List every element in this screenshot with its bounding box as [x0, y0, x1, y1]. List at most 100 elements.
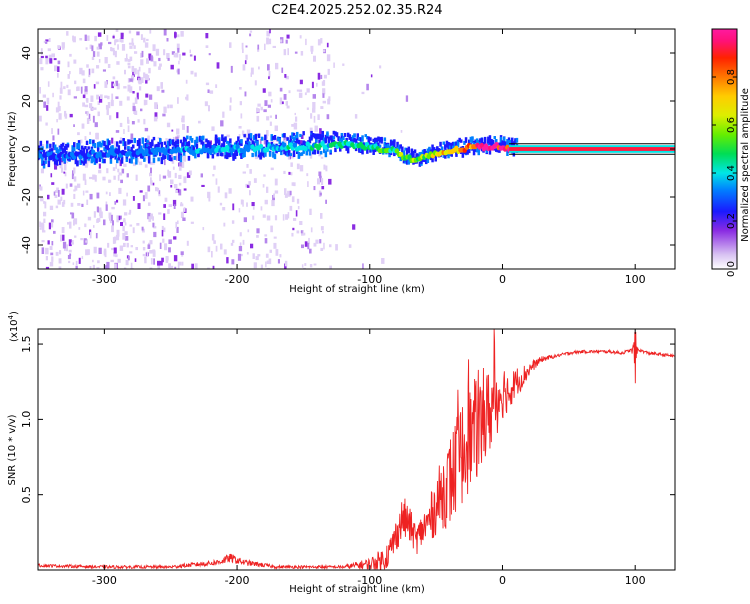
noise-speckle	[148, 202, 151, 206]
signal-band-cell	[488, 139, 492, 145]
noise-speckle	[267, 64, 270, 71]
noise-speckle	[158, 194, 161, 197]
noise-speckle	[119, 159, 122, 167]
noise-speckle	[163, 106, 167, 113]
signal-band-cell	[57, 149, 60, 155]
noise-speckle	[283, 94, 287, 100]
signal-band-cell	[265, 140, 269, 147]
noise-speckle	[167, 169, 170, 176]
signal-band-cell	[211, 153, 215, 159]
noise-speckle	[57, 190, 60, 197]
noise-speckle	[296, 198, 300, 204]
signal-band-cell	[468, 149, 471, 154]
noise-speckle	[158, 66, 161, 70]
noise-speckle	[97, 218, 100, 222]
y-tick-label: -40	[20, 236, 33, 254]
noise-speckle	[55, 205, 59, 209]
noise-speckle	[254, 80, 257, 86]
signal-band-cell	[286, 152, 289, 157]
noise-speckle	[171, 51, 175, 55]
noise-speckle	[320, 247, 324, 251]
signal-band-cell	[167, 153, 170, 160]
signal-band-cell	[206, 140, 210, 147]
signal-band-cell	[61, 148, 65, 154]
signal-band-cell	[367, 140, 371, 145]
noise-speckle	[149, 172, 152, 177]
noise-speckle	[92, 264, 95, 269]
noise-speckle	[322, 49, 326, 53]
noise-speckle	[405, 95, 409, 102]
snr-plot-area	[38, 329, 675, 570]
noise-speckle	[133, 68, 137, 75]
noise-speckle	[129, 45, 133, 49]
signal-band-cell	[84, 146, 87, 150]
noise-speckle	[300, 230, 303, 234]
x-tick-label: -200	[225, 273, 250, 286]
noise-speckle	[141, 50, 144, 57]
noise-speckle	[242, 171, 246, 174]
noise-speckle	[95, 81, 100, 85]
noise-speckle	[127, 255, 130, 261]
noise-speckle	[40, 48, 43, 55]
noise-speckle	[80, 86, 83, 94]
noise-speckle	[176, 69, 179, 73]
signal-band-cell	[332, 136, 336, 140]
signal-band-cell	[221, 143, 224, 147]
noise-speckle	[74, 80, 77, 85]
noise-speckle	[77, 183, 81, 188]
signal-band-cell	[342, 136, 345, 141]
noise-speckle	[115, 29, 119, 32]
signal-band-cell	[216, 152, 219, 157]
signal-band-cell	[146, 144, 149, 149]
noise-speckle	[97, 260, 100, 264]
noise-speckle	[178, 162, 182, 167]
noise-speckle	[156, 86, 160, 92]
noise-speckle	[180, 31, 184, 37]
signal-band-cell	[179, 139, 183, 144]
noise-speckle	[304, 241, 308, 247]
signal-band-cell	[108, 140, 111, 146]
noise-speckle	[179, 54, 181, 61]
noise-speckle	[258, 66, 260, 70]
signal-band-cell	[53, 144, 57, 150]
noise-speckle	[87, 249, 90, 255]
noise-speckle	[200, 173, 203, 178]
signal-band-cell	[159, 149, 162, 157]
noise-speckle	[259, 138, 262, 146]
noise-speckle	[66, 84, 69, 88]
signal-band-cell	[127, 146, 130, 150]
noise-speckle	[140, 77, 144, 83]
signal-band-cell	[431, 157, 434, 163]
noise-speckle	[89, 176, 93, 180]
noise-speckle	[119, 137, 123, 140]
noise-speckle	[127, 65, 131, 69]
noise-speckle	[143, 37, 146, 43]
signal-band-cell	[405, 148, 409, 154]
noise-speckle	[96, 206, 99, 213]
signal-band-cell	[499, 141, 503, 147]
noise-speckle	[106, 108, 109, 116]
noise-speckle	[246, 252, 249, 255]
signal-band-cell	[262, 153, 265, 157]
noise-speckle	[111, 47, 115, 52]
noise-speckle	[49, 205, 54, 210]
noise-speckle	[129, 224, 133, 227]
noise-speckle	[76, 86, 80, 91]
signal-band-cell	[111, 146, 114, 152]
signal-band-cell	[109, 158, 113, 164]
noise-speckle	[191, 263, 194, 269]
signal-band-cell	[308, 151, 312, 156]
noise-speckle	[109, 217, 112, 224]
signal-band-cell	[254, 133, 258, 140]
signal-band-cell	[176, 139, 179, 145]
noise-speckle	[126, 53, 128, 59]
noise-speckle	[69, 253, 72, 256]
signal-band-cell	[120, 157, 124, 164]
noise-speckle	[80, 238, 83, 241]
signal-band-cell	[55, 147, 58, 154]
signal-band-cell	[288, 150, 291, 156]
noise-speckle	[256, 133, 259, 137]
noise-speckle	[142, 195, 145, 202]
noise-speckle	[186, 172, 191, 178]
signal-band-cell	[447, 145, 450, 152]
